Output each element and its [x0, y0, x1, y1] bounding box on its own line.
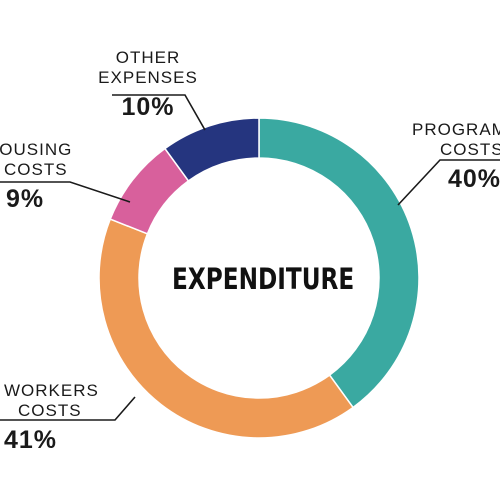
slice-program-costs	[258, 117, 420, 409]
leader-lines	[0, 94, 500, 421]
slice-value-label: 9%	[6, 185, 45, 213]
leader-workers-costs	[0, 396, 136, 421]
leader-other-expenses	[112, 94, 206, 131]
donut-slices	[98, 117, 420, 439]
leader-housing-costs	[0, 181, 131, 203]
slice-name-line: EXPENSES	[98, 68, 198, 87]
slice-value-label: 41%	[4, 426, 58, 454]
slice-name-line: COSTS	[4, 160, 68, 179]
slice-name-line: HOUSING	[0, 140, 73, 159]
slice-workers-costs	[98, 218, 355, 439]
slice-label-other-expenses: OTHER EXPENSES 10%	[92, 48, 204, 122]
slice-name-line: COSTS	[18, 401, 82, 420]
slice-name-line: COSTS	[440, 140, 500, 159]
slice-name-line: OTHER	[115, 48, 181, 67]
chart-title: EXPENDITURE	[172, 262, 355, 296]
slice-value-label: 40%	[448, 165, 500, 193]
leader-program-costs	[397, 159, 500, 206]
slice-name-line: PROGRAM	[412, 120, 500, 139]
slice-label-housing-costs: HOUSING COSTS 9%	[0, 140, 72, 214]
slice-other-expenses	[163, 117, 260, 182]
slice-label-workers-costs: WORKERS COSTS 41%	[4, 381, 99, 455]
slice-label-program-costs: PROGRAM COSTS 40%	[412, 120, 500, 194]
slice-value-label: 10%	[121, 93, 175, 121]
slice-name-line: WORKERS	[4, 381, 99, 400]
